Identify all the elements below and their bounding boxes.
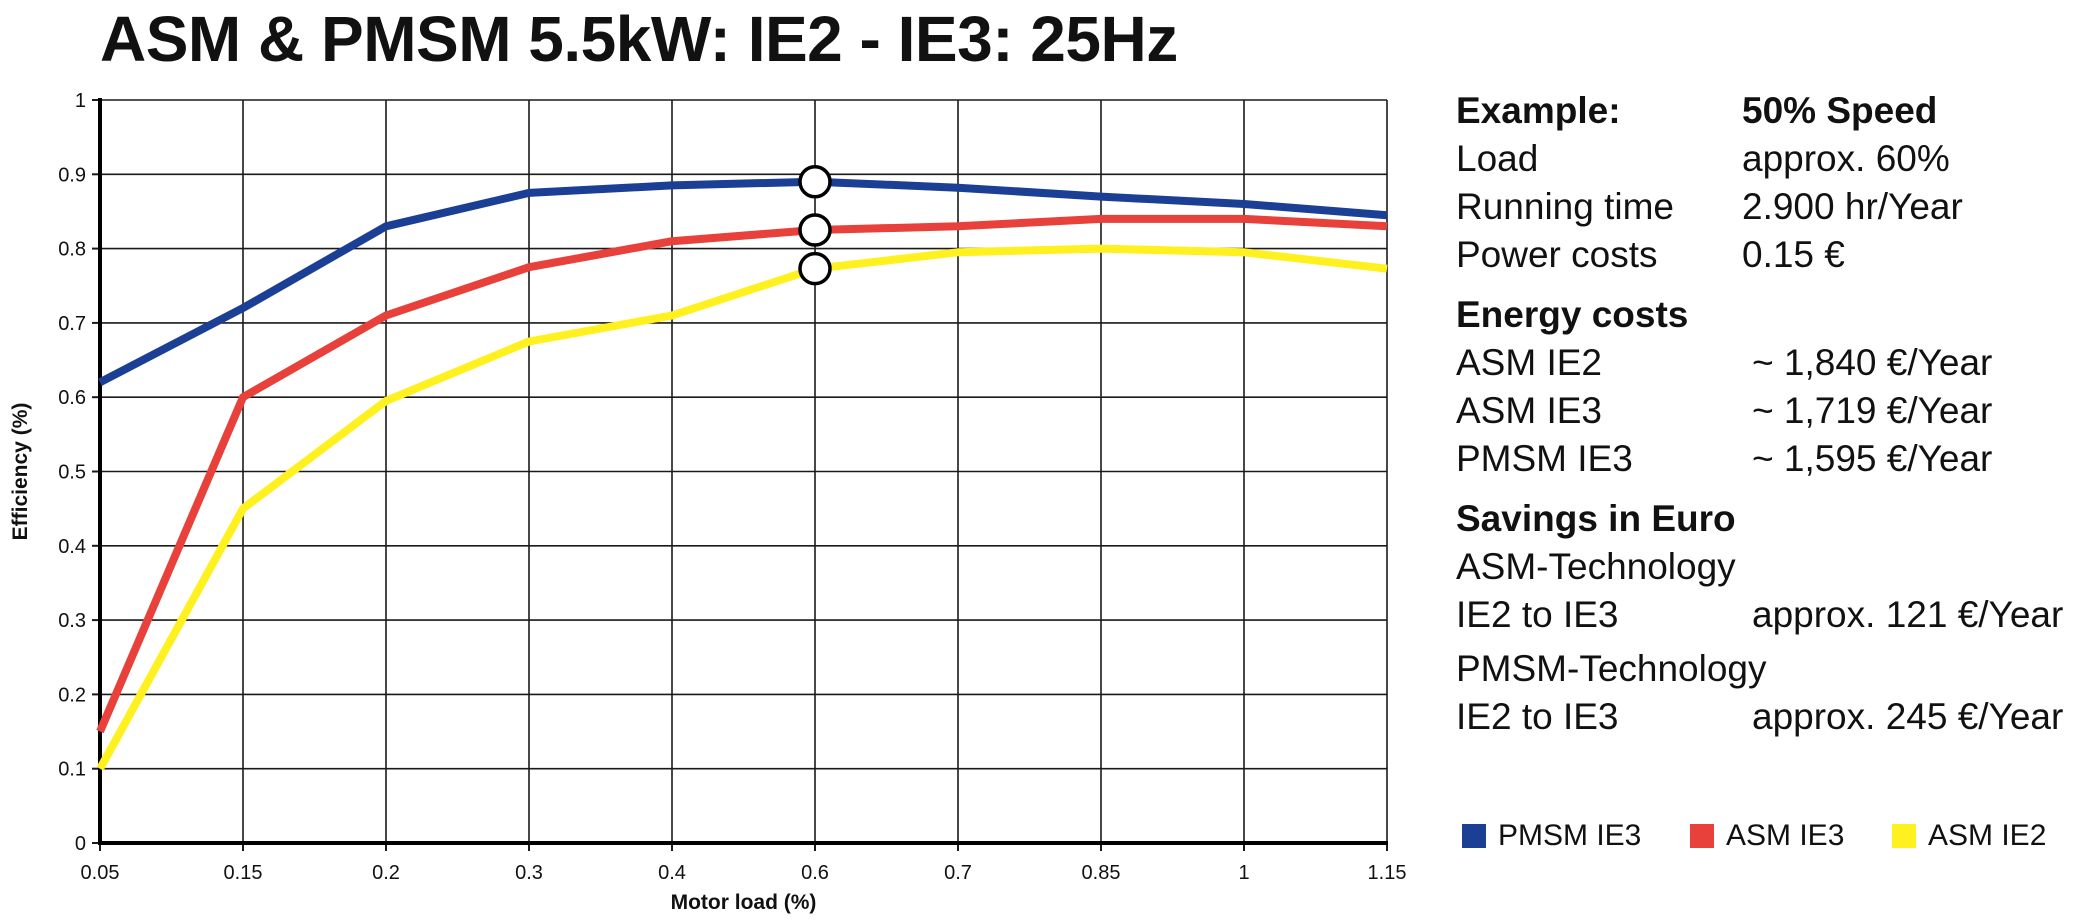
running-time-value: 2.900 hr/Year bbox=[1742, 186, 1963, 227]
power-costs-value: 0.15 € bbox=[1742, 234, 1845, 275]
energy-costs-heading: Energy costs bbox=[1456, 294, 1689, 335]
legend-swatch bbox=[1892, 824, 1916, 848]
legend-item-asm-ie2: ASM IE2 bbox=[1892, 818, 2046, 854]
y-tick-label: 0.4 bbox=[58, 536, 86, 558]
axes bbox=[92, 98, 1388, 851]
x-axis-title: Motor load (%) bbox=[671, 891, 817, 914]
y-tick-label: 0.6 bbox=[58, 387, 86, 409]
x-tick-label: 0.4 bbox=[658, 862, 686, 884]
asm-saving-row: IE2 to IE3 approx. 121 €/Year bbox=[1456, 594, 2096, 642]
running-time-label: Running time bbox=[1456, 186, 1675, 227]
y-tick-label: 0.8 bbox=[58, 239, 86, 261]
legend-label: PMSM IE3 bbox=[1498, 819, 1642, 852]
pmsm-saving-row: IE2 to IE3 approx. 245 €/Year bbox=[1456, 696, 2096, 744]
energy-value: ~ 1,840 €/Year bbox=[1752, 342, 1993, 383]
marker-circle bbox=[798, 251, 832, 286]
x-tick-label: 0.15 bbox=[224, 862, 263, 884]
x-tick-label: 1.15 bbox=[1368, 862, 1407, 884]
pmsm-saving-label: IE2 to IE3 bbox=[1456, 696, 1619, 737]
energy-row: ASM IE3 ~ 1,719 €/Year bbox=[1456, 390, 2096, 438]
marker-circle bbox=[798, 164, 832, 199]
y-tick-label: 0.2 bbox=[58, 684, 86, 706]
energy-label: ASM IE3 bbox=[1456, 390, 1602, 431]
example-label: Example: bbox=[1456, 90, 1621, 131]
x-tick-label: 0.7 bbox=[944, 862, 972, 884]
x-tick-label: 0.85 bbox=[1082, 862, 1121, 884]
load-value: approx. 60% bbox=[1742, 138, 1950, 179]
legend-label: ASM IE3 bbox=[1726, 819, 1845, 852]
markers bbox=[798, 164, 832, 286]
series-line-pmsm-ie3 bbox=[98, 177, 1388, 386]
x-tick-label: 0.05 bbox=[81, 862, 120, 884]
y-axis-title: Efficiency (%) bbox=[9, 403, 32, 541]
marker-circle bbox=[798, 213, 832, 247]
load-label: Load bbox=[1456, 138, 1539, 179]
y-tick-label: 0.5 bbox=[58, 462, 86, 484]
pmsm-technology-label: PMSM-Technology bbox=[1456, 648, 1767, 689]
y-tick-labels: 0 0.1 0.2 0.3 0.4 0.5 0.6 0.7 0.8 0.9 1 bbox=[58, 90, 86, 855]
energy-value: ~ 1,719 €/Year bbox=[1752, 390, 1993, 431]
y-tick-label: 0.1 bbox=[58, 759, 86, 781]
series-line-asm-ie2 bbox=[96, 244, 1388, 771]
energy-row: ASM IE2 ~ 1,840 €/Year bbox=[1456, 342, 2096, 390]
legend-swatch bbox=[1462, 824, 1486, 848]
y-tick-label: 0.7 bbox=[58, 313, 86, 335]
x-tick-label: 0.2 bbox=[372, 862, 400, 884]
y-tick-label: 1 bbox=[75, 90, 86, 112]
example-value: 50% Speed bbox=[1742, 90, 1938, 131]
series-lines bbox=[96, 177, 1388, 771]
x-tick-label: 0.3 bbox=[515, 862, 543, 884]
legend-item-pmsm-ie3: PMSM IE3 bbox=[1462, 818, 1641, 854]
energy-label: PMSM IE3 bbox=[1456, 438, 1633, 479]
pmsm-saving-value: approx. 245 €/Year bbox=[1752, 696, 2064, 737]
energy-value: ~ 1,595 €/Year bbox=[1752, 438, 1993, 479]
example-row: Example: 50% Speed bbox=[1456, 90, 2096, 138]
running-time-row: Running time 2.900 hr/Year bbox=[1456, 186, 2096, 234]
x-tick-labels: 0.05 0.15 0.2 0.3 0.4 0.6 0.7 0.85 1 1.15 bbox=[81, 862, 1407, 884]
asm-saving-label: IE2 to IE3 bbox=[1456, 594, 1619, 635]
series-line-asm-ie3 bbox=[96, 214, 1388, 734]
load-row: Load approx. 60% bbox=[1456, 138, 2096, 186]
y-tick-label: 0.9 bbox=[58, 164, 86, 186]
legend-item-asm-ie3: ASM IE3 bbox=[1690, 818, 1844, 854]
efficiency-chart: 0.05 0.15 0.2 0.3 0.4 0.6 0.7 0.85 1 1.15 0 0.1 0.2… bbox=[9, 90, 1407, 914]
legend-swatch bbox=[1690, 824, 1714, 848]
power-costs-label: Power costs bbox=[1456, 234, 1658, 275]
asm-saving-value: approx. 121 €/Year bbox=[1752, 594, 2064, 635]
legend-label: ASM IE2 bbox=[1928, 819, 2047, 852]
chart-title: ASM & PMSM 5.5kW: IE2 - IE3: 25Hz bbox=[100, 3, 1178, 75]
energy-row: PMSM IE3 ~ 1,595 €/Year bbox=[1456, 438, 2096, 486]
asm-technology-label: ASM-Technology bbox=[1456, 546, 1736, 587]
example-panel: Example: 50% Speed Load approx. 60% Runn… bbox=[1456, 90, 2096, 744]
savings-heading: Savings in Euro bbox=[1456, 498, 1736, 539]
energy-label: ASM IE2 bbox=[1456, 342, 1602, 383]
x-tick-label: 1 bbox=[1238, 862, 1249, 884]
y-tick-label: 0 bbox=[75, 833, 86, 855]
y-tick-label: 0.3 bbox=[58, 610, 86, 632]
x-tick-label: 0.6 bbox=[801, 862, 829, 884]
power-costs-row: Power costs 0.15 € bbox=[1456, 234, 2096, 282]
